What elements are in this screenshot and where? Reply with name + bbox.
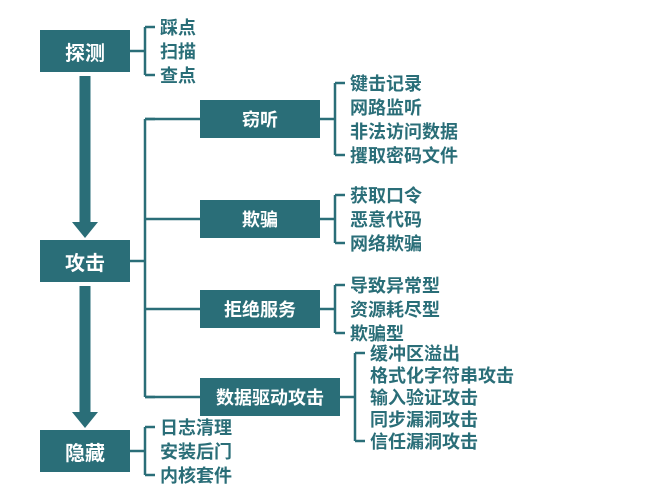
leaf-label: 网路监听	[350, 98, 422, 116]
node-attack: 攻击	[40, 240, 130, 282]
leaf-label: 资源耗尽型	[350, 300, 440, 318]
leaf-label: 导致异常型	[350, 276, 440, 294]
node-hide: 隐藏	[40, 430, 130, 472]
leaf-label: 键击记录	[350, 74, 422, 92]
node-label: 数据驱动攻击	[216, 384, 324, 410]
leaf-label: 非法访问数据	[350, 122, 458, 140]
node-label: 探测	[65, 37, 105, 66]
node-dos: 拒绝服务	[200, 290, 320, 328]
leaf-label: 攫取密码文件	[350, 146, 458, 164]
leaf-label: 缓冲区溢出	[370, 344, 460, 362]
node-spoof: 欺骗	[200, 200, 320, 238]
leaf-label: 安装后门	[160, 442, 232, 460]
leaf-label: 恶意代码	[350, 210, 422, 228]
node-label: 窃听	[242, 106, 278, 132]
leaf-label: 内核套件	[160, 466, 232, 484]
leaf-label: 踩点	[160, 18, 196, 36]
leaf-label: 同步漏洞攻击	[370, 410, 478, 428]
leaf-label: 网络欺骗	[350, 234, 422, 252]
node-label: 隐藏	[65, 437, 105, 466]
node-label: 拒绝服务	[224, 296, 296, 322]
leaf-label: 输入验证攻击	[370, 388, 478, 406]
node-eaves: 窃听	[200, 100, 320, 138]
leaf-label: 日志清理	[160, 418, 232, 436]
leaf-label: 格式化字符串攻击	[370, 366, 514, 384]
node-datadrv: 数据驱动攻击	[200, 378, 340, 416]
leaf-label: 获取口令	[350, 186, 422, 204]
node-label: 攻击	[65, 247, 105, 276]
node-label: 欺骗	[242, 206, 278, 232]
leaf-label: 信任漏洞攻击	[370, 432, 478, 450]
leaf-label: 查点	[160, 66, 196, 84]
leaf-label: 扫描	[160, 42, 196, 60]
node-detect: 探测	[40, 30, 130, 72]
